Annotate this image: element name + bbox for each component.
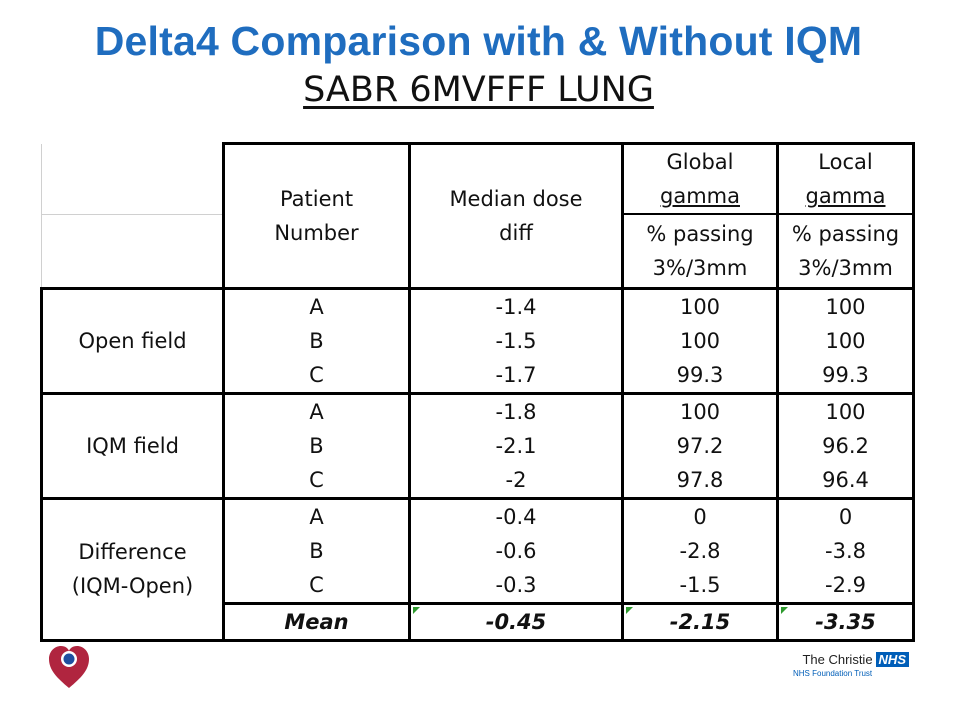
cell-patient: A <box>222 496 411 534</box>
header-patient-line1: Patient <box>279 186 354 211</box>
cell-median: -1.7 <box>408 357 624 393</box>
header-global-passing: % passing 3%/3mm <box>621 214 779 288</box>
table-row: B -2.1 97.2 96.2 <box>42 428 915 463</box>
cell-median: -0.4 <box>408 496 624 534</box>
cell-global: 97.8 <box>621 462 779 498</box>
group-label-text: Difference <box>78 540 187 564</box>
cell-local: 96.2 <box>776 428 915 463</box>
cell-local: 96.4 <box>776 462 915 498</box>
cell-patient: C <box>222 462 411 498</box>
table-row: C -0.3 -1.5 -2.9 <box>42 567 915 603</box>
cell-global: 99.3 <box>621 357 779 393</box>
table-row: C -2 97.8 96.4 <box>42 462 915 498</box>
group-label-open-field: Open field <box>40 286 225 393</box>
header-patient-line2: Number <box>274 220 359 245</box>
cell-global: 100 <box>621 286 779 324</box>
cell-median: -0.3 <box>408 567 624 603</box>
header-row-1: Patient Number Median dose diff Global g… <box>41 142 915 288</box>
header-patient-number: Patient Number <box>222 142 411 288</box>
header-median-line2: diff <box>499 220 533 245</box>
cell-local: -2.9 <box>776 567 915 603</box>
cell-patient: A <box>222 391 411 429</box>
table-row: B -1.5 100 100 <box>42 323 915 358</box>
table-row: Open field A -1.4 100 100 <box>40 286 915 393</box>
header-row-2: % passing 3%/3mm % passing 3%/3mm <box>41 214 915 288</box>
org-name: The Christie <box>802 652 873 667</box>
cell-global: 100 <box>621 391 779 429</box>
table-row: Difference (IQM-Open) A -0.4 0 0 <box>40 496 915 642</box>
cell-global: 100 <box>621 323 779 358</box>
header-median-dose-diff: Median dose diff <box>408 142 624 288</box>
cell-mean-median: -0.45 <box>408 601 624 642</box>
cell-local: 100 <box>776 391 915 429</box>
mean-row: Mean -0.45 -2.15 -3.35 <box>42 601 915 642</box>
nhs-trust-logo: The Christie NHS NHS Foundation Trust <box>793 652 909 678</box>
header-global-gamma: Global gamma <box>621 142 779 215</box>
cell-global: -2.8 <box>621 533 779 568</box>
header-local-line1: Local <box>818 150 873 174</box>
cell-local: 100 <box>776 286 915 324</box>
header-median-line1: Median dose <box>449 186 583 211</box>
group-label-iqm-field: IQM field <box>40 391 225 498</box>
cell-mean-global: -2.15 <box>621 601 779 642</box>
cell-patient: A <box>222 286 411 324</box>
nhs-badge: NHS <box>875 652 909 667</box>
group-label-text: IQM field <box>86 433 179 458</box>
header-global-line1: Global <box>666 150 734 174</box>
header-local-passing: % passing 3%/3mm <box>776 214 915 288</box>
slide-title: Delta4 Comparison with & Without IQM <box>94 18 863 64</box>
cell-patient: C <box>222 567 411 603</box>
header-blank-cell-2 <box>41 214 224 288</box>
trust-line: NHS Foundation Trust <box>793 669 873 678</box>
header-local-passing-line2: 3%/3mm <box>798 255 893 280</box>
table-row: B -0.6 -2.8 -3.8 <box>42 533 915 568</box>
header-blank-cell <box>41 143 224 215</box>
slide-subtitle: SABR 6MVFFF LUNG <box>303 70 654 110</box>
header-local-passing-line1: % passing <box>791 221 900 246</box>
cell-global: 0 <box>621 496 779 534</box>
header-global-passing-line2: 3%/3mm <box>652 255 748 280</box>
header-local-line2: gamma <box>805 184 886 208</box>
table-row: IQM field A -1.8 100 100 <box>40 391 915 498</box>
cell-median: -1.8 <box>408 391 624 429</box>
cell-median: -1.4 <box>408 286 624 324</box>
cell-patient: B <box>222 533 411 568</box>
cell-median: -2 <box>408 462 624 498</box>
cell-mean-label: Mean <box>222 601 411 642</box>
cell-mean-local: -3.35 <box>776 601 915 642</box>
cell-local: 0 <box>776 496 915 534</box>
cell-local: 99.3 <box>776 357 915 393</box>
header-global-passing-line1: % passing <box>646 221 754 246</box>
heart-logo-icon <box>49 646 89 688</box>
cell-median: -0.6 <box>408 533 624 568</box>
cell-median: -2.1 <box>408 428 624 463</box>
group-label-text: Open field <box>78 328 187 353</box>
cell-patient: C <box>222 357 411 393</box>
header-local-gamma: Local gamma <box>776 142 915 215</box>
cell-global: 97.2 <box>621 428 779 463</box>
cell-global: -1.5 <box>621 567 779 603</box>
group-label-text-2: (IQM-Open) <box>71 574 194 598</box>
cell-patient: B <box>222 323 411 358</box>
results-table: Patient Number Median dose diff Global g… <box>40 142 915 642</box>
table-row: C -1.7 99.3 99.3 <box>42 357 915 393</box>
header-global-line2: gamma <box>660 184 740 208</box>
cell-local: -3.8 <box>776 533 915 568</box>
cell-patient: B <box>222 428 411 463</box>
cell-median: -1.5 <box>408 323 624 358</box>
cell-local: 100 <box>776 323 915 358</box>
group-label-difference: Difference (IQM-Open) <box>40 496 225 642</box>
